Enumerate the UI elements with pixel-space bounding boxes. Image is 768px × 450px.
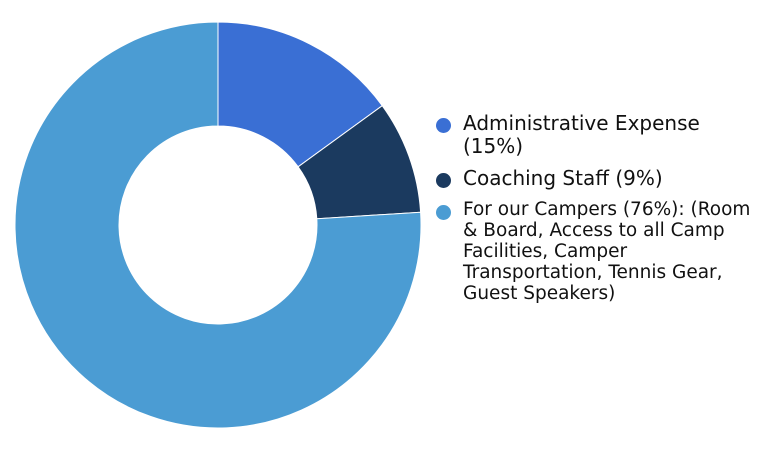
legend-swatch-administrative-expense	[436, 118, 451, 133]
chart-legend: Administrative Expense (15%) Coaching St…	[436, 112, 766, 313]
slice-for-our-campers	[14, 21, 422, 429]
legend-label-coaching-staff: Coaching Staff (9%)	[463, 166, 663, 190]
legend-label-for-our-campers: For our Campers (76%): (Room & Board, Ac…	[463, 199, 751, 304]
legend-item-administrative-expense: Administrative Expense (15%)	[436, 112, 766, 158]
legend-label-administrative-expense: Administrative Expense (15%)	[463, 111, 700, 158]
legend-item-for-our-campers: For our Campers (76%): (Room & Board, Ac…	[436, 199, 766, 304]
slice-administrative-expense	[217, 21, 383, 168]
legend-item-coaching-staff: Coaching Staff (9%)	[436, 167, 766, 190]
legend-swatch-coaching-staff	[436, 173, 451, 188]
legend-swatch-for-our-campers	[436, 205, 451, 220]
